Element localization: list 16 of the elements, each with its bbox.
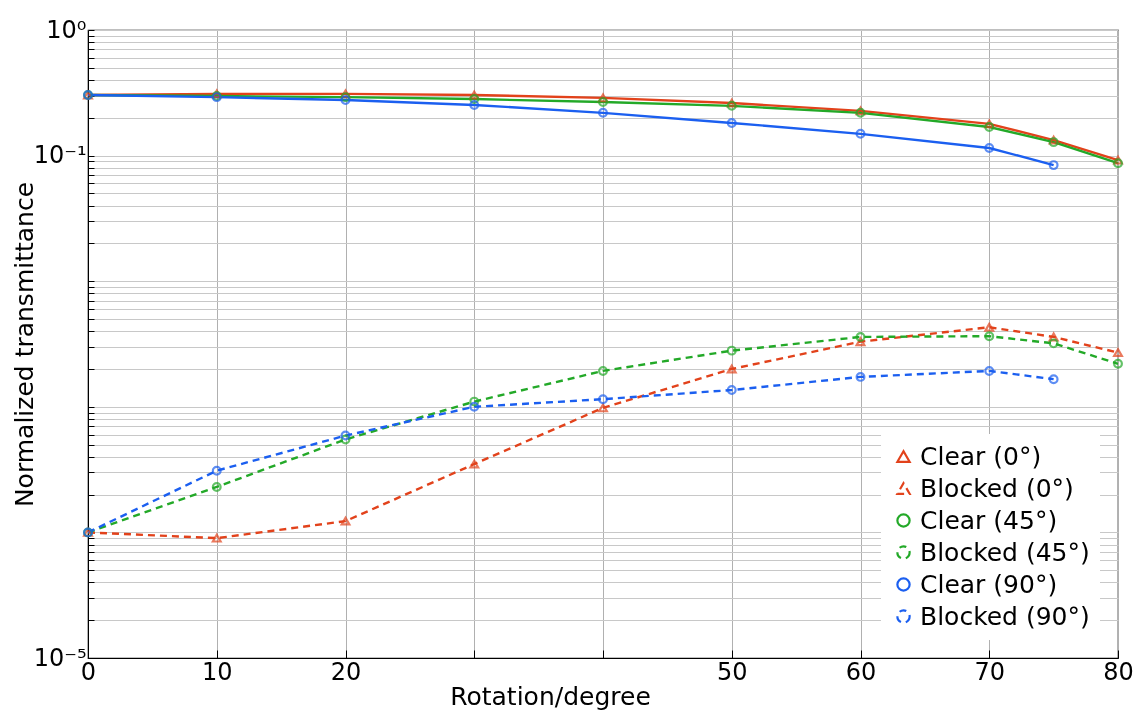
y-tick-label: 10⁰ [46, 15, 87, 44]
x-tick-label: 20 [330, 657, 362, 686]
legend-label: Blocked (90°) [920, 601, 1090, 631]
x-tick-label: 10 [201, 657, 233, 686]
legend-label: Clear (45°) [920, 505, 1058, 535]
legend-label: Clear (90°) [920, 569, 1058, 599]
legend-label: Blocked (0°) [920, 473, 1074, 503]
legend-label: Blocked (45°) [920, 537, 1090, 567]
y-axis-title: Normalized transmittance [9, 181, 39, 508]
x-tick-label: 80 [1103, 657, 1134, 686]
x-axis-title: Rotation/degree [450, 681, 651, 711]
x-tick-label: 60 [845, 657, 877, 686]
x-tick-label: 70 [974, 657, 1006, 686]
legend-label: Clear (0°) [920, 441, 1042, 471]
x-tick-label: 50 [716, 657, 748, 686]
y-tick-label: 10⁻¹ [33, 141, 87, 170]
